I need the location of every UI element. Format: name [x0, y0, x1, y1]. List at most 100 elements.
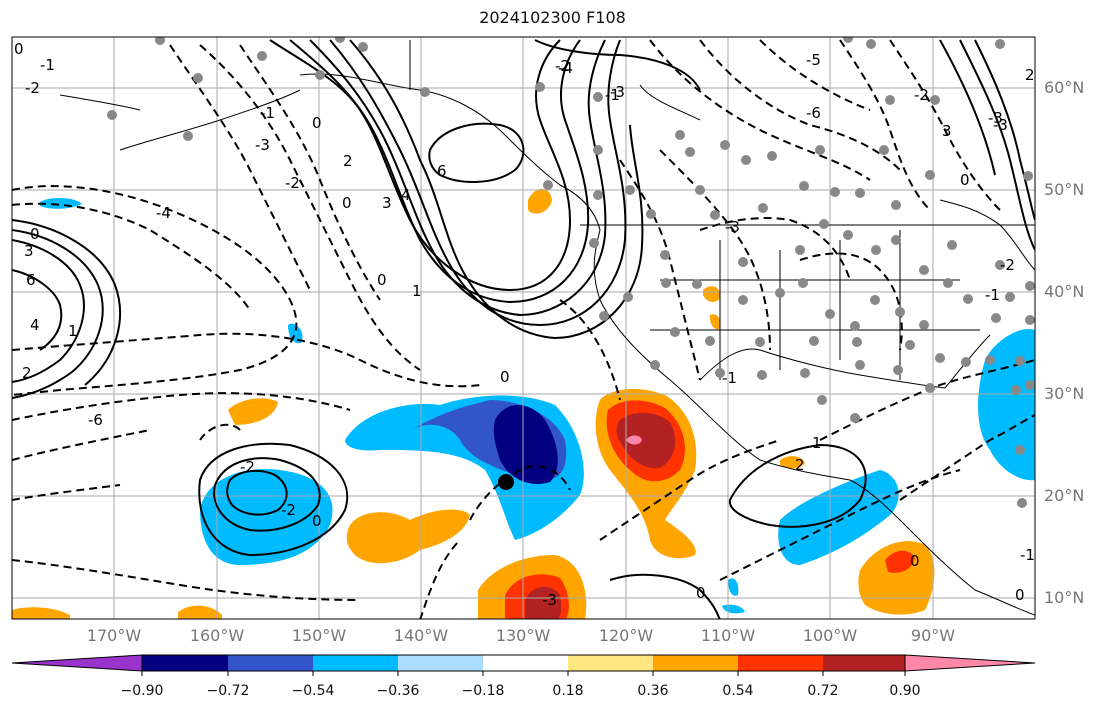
contour-label: -2 [25, 79, 40, 97]
colorbar [11, 654, 1036, 676]
station-dots [107, 37, 1035, 508]
contour-label: -3 [610, 83, 625, 101]
contour-label: 0 [377, 271, 387, 289]
contour-label: -1 [40, 56, 55, 74]
contour-label: 0 [1015, 586, 1025, 604]
colorbar-extend-low [11, 654, 143, 672]
colorbar-frame [141, 654, 906, 672]
colorbar-tick-label: 0.72 [807, 683, 839, 699]
contour-label: -4 [156, 204, 171, 222]
lat-label: 30°N [1044, 384, 1085, 403]
colorbar-segment [823, 655, 908, 671]
contour-label: 1 [68, 322, 78, 340]
colorbar-segment [653, 655, 738, 671]
contour-label: -1 [605, 86, 620, 104]
contour-label: 4 [401, 186, 411, 204]
contour-label: 2 [1025, 66, 1035, 84]
contour-label: -3 [993, 116, 1008, 134]
contour-label: -1 [722, 369, 737, 387]
contour-label: -2 [285, 174, 300, 192]
negative-anomaly-region [728, 578, 739, 596]
positive-anomaly-region [228, 398, 278, 425]
contour-label: -2 [281, 501, 296, 519]
contour-label: 0 [14, 40, 24, 58]
lon-label: 170°W [86, 626, 142, 645]
negative-anomaly-region [200, 469, 333, 565]
positive-anomaly-region [178, 605, 222, 619]
positive-anomaly-core [525, 586, 562, 619]
contour-labels: 0 -1 -2 -3 -4 0 1 2 3 4 6 -6 -2 0 1 2 3 … [14, 40, 1035, 609]
lat-label: 60°N [1044, 78, 1085, 97]
negative-anomaly-region [722, 604, 745, 614]
positive-anomaly-core [616, 412, 676, 469]
strong-negative-anomaly [493, 405, 558, 484]
colorbar-segment [738, 655, 823, 671]
contour-label: 3 [24, 242, 34, 260]
contour-label: 2 [22, 364, 32, 382]
positive-anomaly-region [346, 509, 470, 564]
colorbar-tick-label: 0.90 [889, 683, 921, 699]
contour-label: 0 [696, 584, 706, 602]
lon-label: 130°W [495, 626, 551, 645]
contour-label: 0 [30, 225, 40, 243]
positive-anomaly-region [12, 607, 70, 619]
colorbar-segment [483, 655, 568, 671]
lon-label: 160°W [189, 626, 245, 645]
map-frame [11, 36, 1036, 620]
lon-label: 120°W [598, 626, 654, 645]
colorbar-segment [398, 655, 483, 671]
positive-anomaly-region [528, 188, 552, 214]
contour-label: -1 [260, 104, 275, 122]
colorbar-tick-label: −0.72 [206, 683, 250, 699]
colorbar-tick-label: 0.54 [722, 683, 754, 699]
graticule [12, 37, 1035, 619]
contour-label: 2 [343, 152, 353, 170]
shaded-field-layer [12, 188, 1035, 619]
colorbar-tick-label: −0.36 [376, 683, 420, 699]
contour-label: -4 [558, 59, 573, 77]
colorbar-tick-label: −0.54 [291, 683, 335, 699]
negative-anomaly-region [978, 329, 1035, 481]
colorbar-segment [313, 655, 398, 671]
lat-label: 40°N [1044, 282, 1085, 301]
contour-label: 1 [812, 434, 822, 452]
contour-label: 3 [382, 194, 392, 212]
lon-label: 90°W [910, 626, 956, 645]
lon-label: 110°W [700, 626, 756, 645]
contour-label: 6 [437, 162, 447, 180]
contour-label: 2 [795, 456, 805, 474]
colorbar-tick-label: 0.36 [637, 683, 669, 699]
contour-label: 0 [910, 552, 920, 570]
colorbar-tick-label: −0.18 [461, 683, 505, 699]
colorbar-extend-high [904, 654, 1036, 672]
coastlines [59, 40, 1035, 616]
contour-label: -3 [725, 218, 740, 236]
contour-label: -5 [806, 51, 821, 69]
contour-label: -1 [1020, 546, 1035, 564]
lat-label: 50°N [1044, 180, 1085, 199]
positive-anomaly-region [858, 541, 935, 615]
lon-label: 140°W [393, 626, 449, 645]
lat-label: 20°N [1044, 486, 1085, 505]
positive-contours [12, 39, 1035, 619]
colorbar-segment [228, 655, 313, 671]
positive-anomaly-region [703, 286, 721, 302]
contour-label: -2 [555, 57, 570, 75]
contour-label: 0 [500, 368, 510, 386]
contour-label: 3 [942, 122, 952, 140]
colorbar-segment [142, 655, 228, 671]
colorbar-segment [568, 655, 653, 671]
colorbar-tick-label: −0.90 [120, 683, 164, 699]
storm-center-marker [498, 474, 514, 490]
negative-anomaly-region [40, 198, 82, 209]
contour-label: 4 [30, 316, 40, 334]
contour-label: -2 [240, 458, 255, 476]
contour-label: -6 [806, 104, 821, 122]
contour-label: 0 [960, 171, 970, 189]
lat-label: 10°N [1044, 588, 1085, 607]
lon-label: 100°W [802, 626, 858, 645]
lon-label: 150°W [291, 626, 347, 645]
contour-label: -1 [985, 286, 1000, 304]
positive-anomaly-peak [626, 435, 642, 445]
